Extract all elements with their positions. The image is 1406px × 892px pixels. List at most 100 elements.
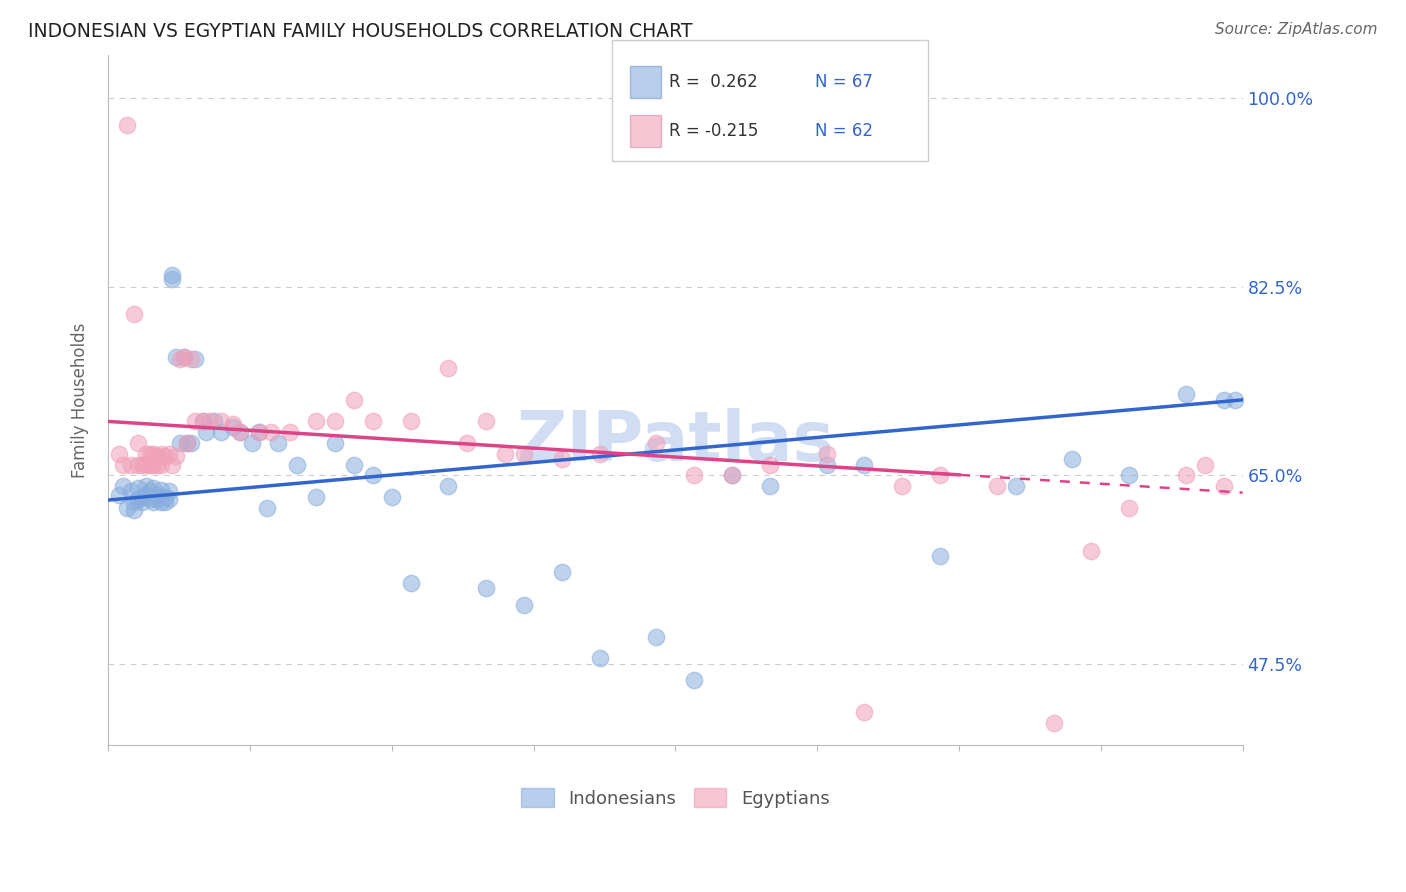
Point: [127, 436, 149, 450]
Point: [494, 447, 516, 461]
Point: [180, 436, 202, 450]
Point: [184, 414, 207, 428]
Point: [323, 436, 346, 450]
Point: [131, 490, 153, 504]
Point: [112, 479, 135, 493]
Point: [157, 447, 180, 461]
Point: [278, 425, 301, 440]
Point: [142, 495, 165, 509]
Point: [115, 118, 138, 132]
Point: [153, 449, 176, 463]
Point: [456, 436, 478, 450]
Point: [138, 484, 160, 499]
Point: [589, 447, 612, 461]
Point: [184, 351, 207, 366]
Point: [142, 481, 165, 495]
Point: [108, 447, 131, 461]
Point: [891, 479, 914, 493]
Point: [285, 458, 308, 472]
Point: [343, 392, 366, 407]
Point: [135, 488, 157, 502]
Point: [986, 479, 1008, 493]
Point: [1062, 452, 1084, 467]
Point: [165, 449, 187, 463]
Point: [135, 479, 157, 493]
Point: [1212, 479, 1234, 493]
Point: [131, 458, 153, 472]
Point: [169, 351, 191, 366]
Point: [1042, 716, 1064, 731]
Point: [149, 483, 172, 498]
Text: INDONESIAN VS EGYPTIAN FAMILY HOUSEHOLDS CORRELATION CHART: INDONESIAN VS EGYPTIAN FAMILY HOUSEHOLDS…: [28, 22, 693, 41]
Point: [211, 414, 233, 428]
Point: [222, 419, 245, 434]
Point: [124, 495, 146, 509]
Point: [162, 268, 184, 282]
Point: [929, 468, 952, 483]
Point: [142, 458, 165, 472]
Point: [191, 414, 214, 428]
Point: [343, 458, 366, 472]
Point: [211, 425, 233, 440]
Point: [1212, 392, 1234, 407]
Point: [195, 425, 218, 440]
Point: [173, 350, 195, 364]
Point: [149, 458, 172, 472]
Point: [645, 630, 668, 644]
Point: [853, 458, 876, 472]
Point: [551, 452, 574, 467]
Point: [146, 458, 169, 472]
Point: [683, 468, 706, 483]
Point: [256, 500, 278, 515]
Point: [153, 495, 176, 509]
Point: [131, 495, 153, 509]
Point: [120, 458, 142, 472]
Point: [146, 449, 169, 463]
Text: N = 67: N = 67: [815, 72, 873, 91]
Point: [124, 307, 146, 321]
Point: [180, 351, 202, 366]
Text: R =  0.262: R = 0.262: [669, 72, 758, 91]
Point: [1174, 468, 1197, 483]
Point: [247, 425, 270, 440]
Point: [138, 491, 160, 506]
Point: [361, 468, 384, 483]
Point: [142, 447, 165, 461]
Point: [721, 468, 744, 483]
Point: [112, 458, 135, 472]
Text: N = 62: N = 62: [815, 121, 873, 140]
Point: [1080, 543, 1102, 558]
Point: [176, 436, 198, 450]
Point: [1118, 468, 1140, 483]
Point: [399, 414, 422, 428]
Point: [1118, 500, 1140, 515]
Point: [229, 425, 252, 440]
Point: [149, 495, 172, 509]
Point: [173, 350, 195, 364]
Point: [124, 502, 146, 516]
Point: [191, 414, 214, 428]
Point: [135, 447, 157, 461]
Point: [437, 479, 460, 493]
Point: [165, 350, 187, 364]
Point: [229, 425, 252, 440]
Point: [323, 414, 346, 428]
Point: [645, 436, 668, 450]
Point: [437, 360, 460, 375]
Point: [513, 447, 536, 461]
Point: [198, 414, 221, 428]
Text: R = -0.215: R = -0.215: [669, 121, 759, 140]
Point: [169, 436, 191, 450]
Point: [127, 481, 149, 495]
Point: [759, 458, 782, 472]
Point: [305, 490, 328, 504]
Point: [929, 549, 952, 563]
Point: [138, 458, 160, 472]
Point: [759, 479, 782, 493]
Point: [146, 488, 169, 502]
Point: [162, 272, 184, 286]
Point: [399, 576, 422, 591]
Point: [683, 673, 706, 687]
Point: [149, 447, 172, 461]
Point: [513, 598, 536, 612]
